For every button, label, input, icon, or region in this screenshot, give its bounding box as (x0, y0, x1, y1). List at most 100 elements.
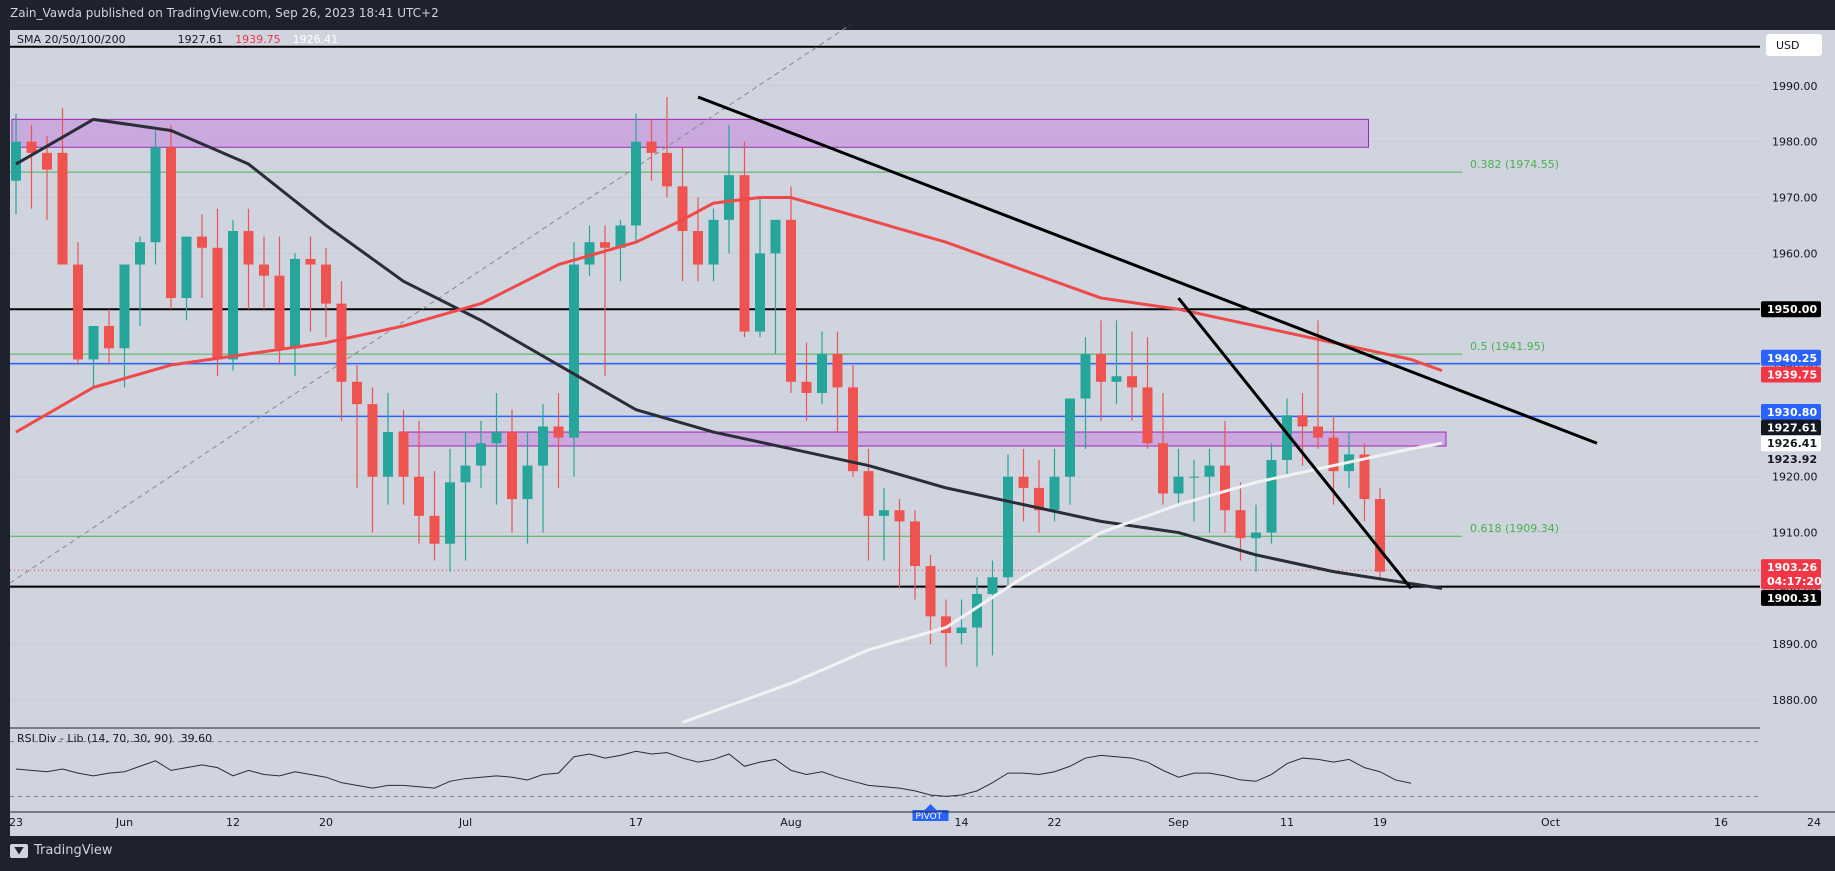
candle-body (26, 141, 37, 153)
price-tick-label: 1890.00 (1772, 638, 1818, 651)
price-tag-text: 1950.00 (1767, 303, 1817, 316)
candle-body (1127, 376, 1137, 388)
candle-body (352, 381, 362, 405)
pivot-label: PIVOT (916, 812, 943, 822)
candle-body (321, 264, 331, 304)
candle-body (228, 231, 238, 360)
currency-selector[interactable]: USD (1766, 34, 1822, 56)
price-tag-text: 1939.75 (1767, 369, 1817, 382)
candle-body (615, 225, 626, 248)
price-tag (1761, 435, 1821, 452)
candle-body (646, 141, 657, 153)
pivot-arrow-icon (924, 804, 937, 810)
candle-body (972, 593, 982, 628)
trendline (1177, 297, 1413, 590)
time-tick-label: 23 (9, 816, 23, 829)
candle-body (801, 381, 812, 393)
candle-body (677, 186, 688, 232)
candle-body (755, 253, 765, 332)
candle-body (1018, 476, 1029, 488)
price-tag (1761, 419, 1821, 436)
candle-body (1080, 353, 1091, 399)
candle-body (553, 426, 564, 438)
candle-body (894, 510, 905, 522)
time-tick-label: Jun (115, 816, 133, 829)
candle-body (1204, 465, 1215, 477)
rsi-legend[interactable]: RSI Div - Lib (14, 70, 30, 90) 39.60 (17, 732, 212, 745)
candle-body (212, 247, 223, 360)
price-tick-label: 1970.00 (1772, 192, 1818, 205)
time-tick-label: Sep (1168, 816, 1189, 829)
price-tag-text: 04:17:20 (1767, 575, 1822, 588)
fib-level-label: 0.5 (1941.95) (1470, 340, 1545, 353)
candle-body (259, 264, 269, 276)
time-tick-label: 22 (1048, 816, 1062, 829)
candle-body (693, 231, 703, 265)
time-axis: 23 Jun 12 20 Jul 17 Aug 14 22 Sep 11 19 Oct 16 24 (9, 811, 1835, 829)
supply-demand-zone (11, 118, 1369, 148)
candle-body (1313, 426, 1323, 438)
time-tick-label: 14 (955, 816, 969, 829)
candle-body (42, 152, 52, 170)
time-tick-label: 20 (319, 816, 333, 829)
sma-line (681, 441, 1443, 724)
candle-body (73, 264, 83, 360)
candle-body (863, 471, 874, 516)
candle-body (414, 476, 424, 516)
trendlines (697, 95, 1598, 590)
price-tag (1761, 349, 1821, 366)
time-tick-label: Oct (1541, 816, 1561, 829)
time-tick-label: 16 (1714, 816, 1728, 829)
candle-body (1173, 476, 1184, 494)
sma-legend-value-2: 1939.75 (235, 33, 281, 46)
candle-body (538, 426, 548, 466)
candle-body (1235, 510, 1246, 539)
price-tag-text: 1923.92 (1767, 453, 1817, 466)
candle-body (600, 242, 610, 248)
candle-body (956, 627, 967, 634)
sma-legend[interactable]: SMA 20/50/100/200 1927.61 1939.75 1926.4… (17, 33, 338, 46)
price-tag (1761, 301, 1821, 318)
candle-body (910, 521, 920, 567)
candle-body (197, 236, 207, 248)
candle-body (770, 219, 781, 254)
candle-body (522, 465, 533, 500)
candle-body (786, 219, 796, 382)
candle-body (925, 566, 936, 617)
candle-body (1034, 487, 1044, 511)
time-tick-label: 19 (1373, 816, 1387, 829)
candle-body (429, 515, 440, 544)
price-tag (1761, 559, 1821, 576)
candles (11, 97, 1385, 667)
price-tick-label: 1880.00 (1772, 694, 1818, 707)
candle-body (1142, 387, 1153, 444)
price-tick-label: 1910.00 (1772, 527, 1818, 540)
candle-body (507, 432, 517, 500)
candle-body (1111, 376, 1122, 382)
candle-body (1158, 443, 1168, 494)
diagonal-dashed-line (9, 24, 851, 584)
candle-body (739, 175, 750, 332)
time-tick-label: 24 (1807, 816, 1821, 829)
price-tag (1761, 366, 1821, 383)
candle-body (708, 219, 719, 265)
price-tag-text: 1930.80 (1767, 406, 1817, 419)
candle-body (336, 303, 347, 382)
footer: TradingView (10, 843, 113, 858)
sma-legend-name: SMA 20/50/100/200 (17, 33, 126, 46)
fib-level-label: 0.382 (1974.55) (1470, 158, 1559, 171)
candle-body (383, 432, 393, 477)
candle-body (1266, 459, 1277, 533)
horizontal-levels (9, 24, 1760, 588)
price-tag (1761, 589, 1821, 606)
candle-body (848, 387, 858, 472)
candle-body (662, 152, 672, 187)
trendline (697, 95, 1598, 445)
pivot-badge (912, 810, 949, 821)
tradingview-logo-icon (10, 843, 28, 858)
fib-level-label: 0.618 (1909.34) (1470, 522, 1559, 535)
candle-body (724, 175, 734, 220)
price-tick-label: 1960.00 (1772, 247, 1818, 260)
